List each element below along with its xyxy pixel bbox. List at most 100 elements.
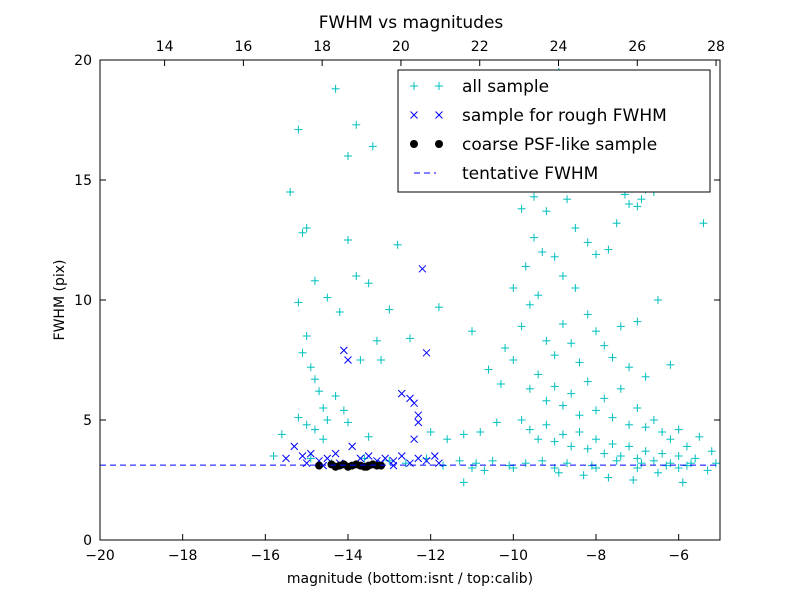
data-point (534, 370, 543, 379)
data-point (592, 327, 600, 336)
data-point (554, 468, 563, 477)
series-2 (315, 460, 386, 471)
data-point (443, 435, 452, 444)
x-tick-label: −20 (85, 548, 115, 564)
data-point (534, 291, 543, 300)
data-point (310, 425, 319, 434)
data-point (360, 454, 369, 463)
axis-ticks: −20 −18 −16 −14 −12 −10 −8 −6 0 5 10 15 20 14 16 18 20 22… (74, 39, 725, 564)
data-point (344, 152, 352, 160)
data-point (575, 428, 584, 436)
data-point (550, 437, 559, 446)
data-point (368, 142, 377, 151)
data-point (558, 272, 567, 280)
data-point (649, 416, 658, 424)
data-point (608, 440, 617, 448)
data-point (306, 449, 315, 458)
data-point (695, 432, 704, 441)
x-tick-label: −6 (668, 548, 689, 564)
data-point (302, 332, 311, 340)
data-point (525, 384, 534, 393)
chart-title: FWHM vs magnitudes (319, 13, 504, 33)
data-point (616, 384, 625, 393)
data-point (414, 454, 423, 463)
data-point (323, 454, 332, 463)
data-point (600, 341, 609, 350)
data-point (501, 344, 510, 352)
data-point (583, 238, 592, 247)
legend-marker (410, 111, 418, 119)
data-point (290, 442, 299, 451)
data-point (401, 459, 410, 468)
legend-marker (435, 111, 443, 119)
data-point (364, 432, 373, 441)
data-point (687, 459, 696, 468)
data-point (306, 454, 315, 463)
data-point (703, 466, 712, 475)
data-point (335, 308, 344, 316)
y-tick-label: 20 (74, 53, 92, 69)
data-point (364, 452, 373, 460)
top-tick-label: 16 (234, 39, 252, 55)
data-point (633, 404, 642, 412)
data-point (563, 459, 572, 468)
data-point (331, 392, 340, 400)
data-point (310, 276, 319, 285)
data-point (575, 358, 584, 367)
data-point (530, 192, 538, 201)
data-point (364, 279, 373, 288)
data-point (616, 452, 625, 460)
data-point (530, 233, 538, 242)
data-point (542, 420, 551, 429)
data-point (575, 411, 584, 420)
legend-box (397, 69, 711, 193)
data-point (633, 454, 642, 463)
data-point (641, 447, 650, 456)
data-point (608, 413, 617, 422)
data-point (298, 228, 307, 237)
data-point (616, 322, 625, 331)
data-point (691, 454, 700, 463)
legend-entry: sample for rough FWHM (410, 106, 667, 126)
data-point (344, 356, 352, 364)
data-point (625, 200, 634, 208)
x-tick-label: −14 (333, 548, 363, 564)
data-point (435, 459, 443, 468)
data-point (567, 389, 576, 398)
data-point (666, 459, 675, 468)
data-point (517, 322, 526, 331)
data-point (682, 442, 691, 451)
data-point (294, 125, 303, 134)
data-point (592, 435, 600, 444)
data-point (414, 418, 423, 427)
data-point (410, 399, 418, 408)
data-point (385, 305, 394, 314)
x-tick-label: −12 (416, 548, 446, 564)
data-point (459, 430, 468, 439)
data-point (538, 456, 547, 465)
data-point (674, 425, 683, 434)
legend-marker (435, 82, 443, 90)
data-point (509, 356, 518, 364)
data-point (488, 456, 497, 465)
data-point (302, 224, 311, 232)
data-point (319, 404, 328, 412)
data-point (294, 413, 303, 422)
data-point (567, 339, 576, 348)
data-point (298, 452, 307, 460)
data-point (517, 204, 526, 213)
data-point (302, 420, 311, 429)
data-point (600, 394, 609, 403)
legend-marker (410, 82, 418, 90)
legend-entry: coarse PSF-like sample (410, 135, 657, 155)
data-point (583, 377, 592, 386)
data-point (521, 262, 530, 271)
data-point (711, 459, 720, 468)
data-point (558, 320, 567, 328)
x-axis-label: magnitude (bottom:isnt / top:calib) (287, 571, 533, 587)
data-point (455, 456, 464, 465)
data-point (604, 245, 613, 254)
legend-marker (410, 140, 418, 148)
data-point (525, 300, 534, 309)
data-point (352, 272, 361, 280)
